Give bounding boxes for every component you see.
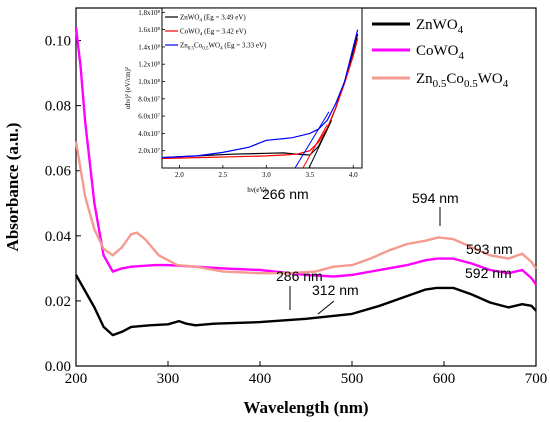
main-x-tick-label: 400	[249, 371, 272, 387]
inset-x-axis-title: hν(eV)	[247, 186, 267, 194]
inset-legend: ZnWO4 (Eg = 3.49 eV) CoWO4 (Eg = 3.42 eV…	[165, 14, 267, 52]
inset-frame	[161, 7, 363, 169]
main-series-line-0	[74, 274, 537, 337]
main-y-tick-label: 0.02	[45, 294, 71, 310]
inset-x-tick-label: 3.5	[305, 171, 314, 179]
main-series-line-1	[74, 27, 537, 286]
peak-label-594: 594 nm	[412, 190, 459, 206]
inset-y-tick-label: 8.0x10⁷	[138, 95, 160, 103]
inset-x-tick-label: 2.0	[175, 171, 184, 179]
legend-label-znco: Zn0.5Co0.5WO4	[416, 71, 509, 90]
inset-y-tick-label: 4.0x10⁷	[138, 130, 160, 138]
inset-y-tick-label: 1.4x10⁸	[138, 43, 160, 51]
inset-series-lines	[161, 29, 359, 169]
inset-chart: 2.0 2.5 3.0 3.5 4.0 2.0x10⁷ 4.0x10⁷ 6.0x10⁷ 8.0x…	[124, 7, 363, 194]
main-x-tick-label: 200	[65, 371, 88, 387]
main-x-tick-label: 500	[341, 371, 364, 387]
inset-y-tick-label: 1.0x10⁸	[138, 78, 160, 86]
inset-fit-line-0	[308, 120, 333, 169]
inset-series-line-2	[161, 29, 359, 159]
main-x-tick-label: 700	[525, 371, 548, 387]
inset-legend-label-znco: Zn0.5Co0.5WO4 (Eg = 3.33 eV)	[180, 42, 267, 52]
inset-y-tick-label: 1.8x10⁸	[138, 9, 160, 17]
annotation-arrows	[289, 207, 441, 315]
inset-x-tick-label: 2.5	[218, 171, 227, 179]
inset-y-tick-label: 1.2x10⁸	[138, 61, 160, 69]
main-y-tick-label: 0.08	[45, 99, 71, 115]
inset-x-tick-label: 4.0	[349, 171, 358, 179]
main-axis-ticks: 200 300 400 500 600 700 0.00 0.02 0.04 0.06 0.08 0.…	[45, 34, 548, 387]
peak-label-266: 266 nm	[262, 186, 309, 202]
main-y-tick-label: 0.10	[45, 34, 71, 50]
main-legend: ZnWO4 CoWO4 Zn0.5Co0.5WO4	[372, 17, 509, 90]
legend-label-znwo4: ZnWO4	[416, 17, 464, 36]
inset-legend-label-znwo4: ZnWO4 (Eg = 3.49 eV)	[180, 14, 246, 24]
inset-y-tick-label: 6.0x10⁷	[138, 113, 160, 121]
peak-label-312: 312 nm	[312, 282, 359, 298]
inset-series-line-1	[161, 38, 359, 160]
arrow-312	[317, 300, 335, 315]
inset-axis-ticks: 2.0 2.5 3.0 3.5 4.0 2.0x10⁷ 4.0x10⁷ 6.0x10⁷ 8.0x…	[138, 9, 358, 179]
peak-label-593: 593 nm	[466, 241, 513, 257]
inset-x-tick-label: 3.0	[262, 171, 271, 179]
inset-fit-line-2	[294, 111, 330, 169]
main-y-tick-label: 0.04	[45, 229, 72, 245]
main-x-tick-label: 600	[433, 371, 456, 387]
main-y-tick-label: 0.06	[45, 164, 72, 180]
peak-label-592: 592 nm	[465, 265, 512, 281]
main-series-line-2	[74, 141, 537, 275]
inset-y-tick-label: 2.0x10⁷	[138, 147, 160, 155]
inset-y-tick-label: 1.6x10⁸	[138, 26, 160, 34]
main-y-axis-title: Absorbance (a.u.)	[3, 123, 22, 252]
inset-legend-label-cowo4: CoWO4 (Eg = 3.42 eV)	[180, 28, 247, 38]
legend-label-cowo4: CoWO4	[416, 43, 465, 62]
main-x-axis-title: Wavelength (nm)	[243, 398, 368, 417]
main-series-lines	[74, 27, 537, 337]
peak-label-286: 286 nm	[276, 268, 323, 284]
inset-y-axis-title: αhν)² (eV/cm)²	[124, 67, 132, 109]
inset-fit-line-1	[302, 124, 328, 169]
main-y-tick-label: 0.00	[45, 359, 71, 375]
main-x-tick-label: 300	[157, 371, 180, 387]
